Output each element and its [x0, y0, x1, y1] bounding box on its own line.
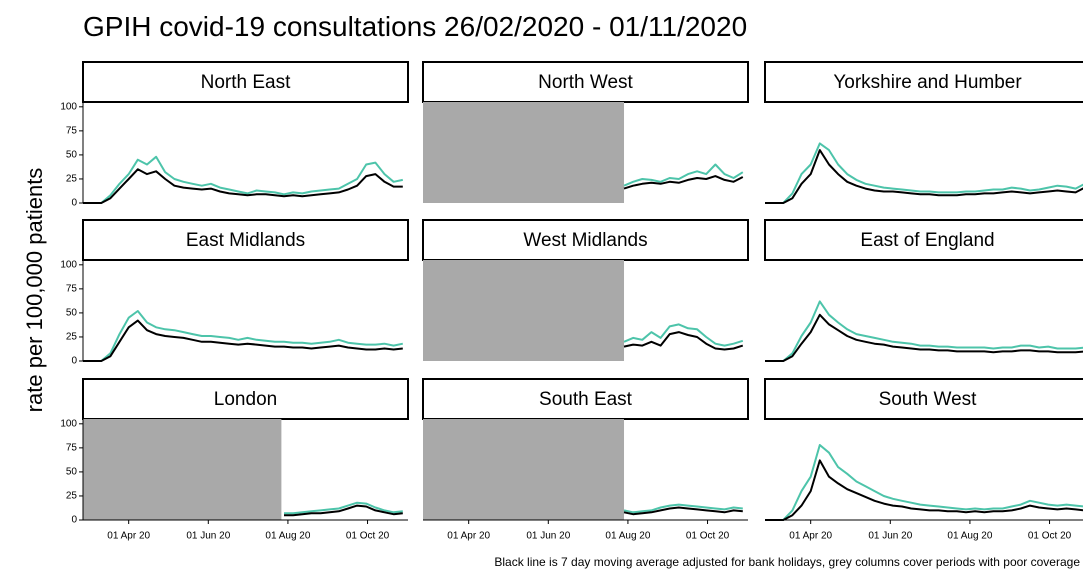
- moving-average-line: [284, 504, 403, 517]
- strip: [82, 61, 409, 103]
- y-tick-label: 25: [66, 332, 78, 343]
- x-tick-label: 01 Aug 20: [947, 531, 992, 542]
- x-tick-label: 01 Aug 20: [605, 531, 650, 542]
- chart-title: GPIH covid-19 consultations 26/02/2020 -…: [83, 11, 747, 42]
- daily-line: [284, 501, 403, 515]
- daily-line: [623, 503, 743, 514]
- y-tick-label: 100: [60, 259, 77, 270]
- moving-average-line: [623, 175, 744, 190]
- moving-average-line: [623, 331, 744, 351]
- moving-average-line: [83, 168, 403, 204]
- y-tick-label: 0: [71, 356, 77, 367]
- y-tick-label: 0: [71, 515, 77, 526]
- x-tick-label: 01 Jun 20: [526, 531, 570, 542]
- daily-line: [765, 444, 1083, 521]
- y-tick-label: 50: [66, 467, 78, 478]
- y-tick-label: 50: [66, 308, 78, 319]
- strip: [422, 219, 749, 261]
- daily-line: [83, 155, 404, 204]
- moving-average-line: [83, 319, 403, 362]
- strip: [764, 219, 1083, 261]
- x-tick-label: 01 Jun 20: [868, 531, 912, 542]
- moving-average-line: [765, 149, 1083, 204]
- y-tick-label: 100: [60, 418, 77, 429]
- poor-coverage-shade: [423, 260, 625, 361]
- panel-title: South East: [539, 389, 633, 410]
- panel-title: Yorkshire and Humber: [833, 72, 1022, 93]
- strip: [764, 61, 1083, 103]
- panel-title: East Midlands: [186, 230, 305, 251]
- y-tick-label: 100: [60, 101, 77, 112]
- strip: [82, 219, 409, 261]
- x-tick-label: 01 Oct 20: [686, 531, 730, 542]
- y-tick-label: 25: [66, 174, 78, 185]
- y-tick-label: 0: [71, 198, 77, 209]
- y-axis-label: rate per 100,000 patients: [22, 168, 47, 413]
- strip: [422, 378, 749, 420]
- panel-title: North East: [201, 72, 291, 93]
- daily-line: [83, 310, 404, 362]
- poor-coverage-shade: [83, 419, 282, 520]
- x-tick-label: 01 Oct 20: [346, 531, 390, 542]
- daily-line: [765, 300, 1083, 362]
- panel-title: East of England: [860, 230, 994, 251]
- panel-title: North West: [538, 72, 633, 93]
- panel-title: London: [214, 389, 277, 410]
- x-tick-label: 01 Apr 20: [789, 531, 832, 542]
- daily-line: [623, 323, 744, 347]
- y-tick-label: 75: [66, 125, 78, 136]
- x-tick-label: 01 Apr 20: [447, 531, 490, 542]
- daily-line: [623, 163, 744, 187]
- panel-title: South West: [879, 389, 978, 410]
- x-tick-label: 01 Aug 20: [265, 531, 310, 542]
- poor-coverage-shade: [423, 102, 625, 203]
- y-tick-label: 50: [66, 150, 78, 161]
- strip: [422, 61, 749, 103]
- y-tick-label: 75: [66, 442, 78, 453]
- caption: Black line is 7 day moving average adjus…: [494, 555, 1080, 569]
- y-tick-label: 75: [66, 283, 78, 294]
- strip: [764, 378, 1083, 420]
- moving-average-line: [623, 506, 743, 516]
- daily-line: [765, 142, 1083, 204]
- panel-title: West Midlands: [523, 230, 647, 251]
- strip: [82, 378, 409, 420]
- moving-average-line: [765, 313, 1083, 362]
- x-tick-label: 01 Jun 20: [186, 531, 230, 542]
- poor-coverage-shade: [423, 419, 625, 520]
- y-tick-label: 25: [66, 491, 78, 502]
- x-tick-label: 01 Oct 20: [1028, 531, 1072, 542]
- x-tick-label: 01 Apr 20: [107, 531, 150, 542]
- moving-average-line: [765, 459, 1083, 521]
